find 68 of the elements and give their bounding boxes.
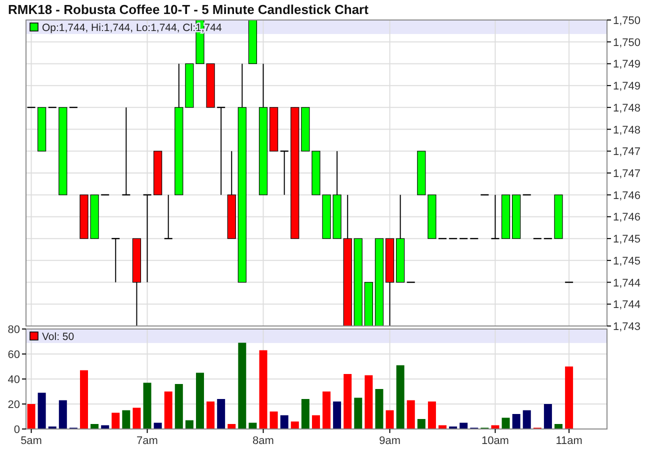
bar (344, 374, 352, 429)
bar (312, 415, 320, 429)
bar (502, 418, 510, 429)
y-tick-label: 1,750 (613, 36, 641, 49)
y-tick-label: 1,750 (613, 15, 641, 27)
bar (112, 412, 120, 429)
bar (80, 370, 88, 429)
x-tick-label: 9am (379, 435, 400, 447)
y-tick-label: 1,744 (613, 299, 641, 312)
bar (58, 400, 67, 429)
bar (238, 342, 246, 429)
y-tick-label: 1,749 (613, 80, 641, 93)
y-tick-label: 1,743 (613, 321, 641, 333)
bar (290, 422, 299, 429)
annotation: Vol: 50 (42, 331, 74, 343)
bar (217, 399, 226, 429)
bar (386, 410, 394, 429)
bar (38, 392, 46, 429)
bar (428, 402, 436, 429)
y-tick-label: 1,748 (613, 102, 641, 114)
bar (364, 375, 373, 429)
y-tick-label: 1,744 (613, 277, 641, 290)
y-tick-label: 40 (8, 374, 20, 386)
bar (132, 408, 141, 429)
bar (301, 399, 310, 429)
y-tick-label: 60 (8, 349, 20, 361)
chart-title: RMK18 - Robusta Coffee 10-T - 5 Minute Candlestick Chart (8, 2, 370, 17)
x-tick-label: 8am (252, 435, 274, 447)
bar (206, 402, 215, 429)
bar (333, 402, 342, 429)
x-tick-label: 10am (481, 435, 509, 447)
bar (270, 412, 278, 429)
bar (375, 389, 384, 429)
y-tick-label: 0 (14, 424, 20, 436)
bar (322, 392, 331, 429)
y-tick-label: 1,747 (613, 168, 641, 180)
y-tick-label: 80 (8, 324, 20, 336)
y-tick-label: 1,746 (613, 212, 641, 224)
bar (259, 350, 268, 429)
y-tick-label: 1,745 (613, 255, 641, 268)
y-tick-label: 1,746 (613, 190, 641, 202)
bar (396, 365, 404, 429)
x-tick-label: 5am (20, 435, 42, 447)
bar (174, 384, 183, 429)
bar (417, 419, 426, 429)
bar (512, 414, 520, 429)
bar (522, 410, 531, 429)
bar (554, 424, 562, 429)
bar (406, 400, 415, 429)
x-tick-label: 11am (556, 435, 582, 447)
bar (228, 424, 236, 429)
bar (354, 398, 362, 429)
bar (27, 404, 36, 429)
y-tick-label: 1,749 (613, 58, 641, 71)
bar (122, 410, 130, 429)
bar (196, 372, 204, 429)
y-tick-label: 20 (8, 399, 20, 411)
y-tick-label: 1,747 (613, 146, 641, 158)
bar (185, 420, 194, 429)
bar (143, 382, 152, 429)
bar (280, 415, 288, 429)
x-tick-label: 7am (136, 435, 158, 447)
bar (90, 424, 99, 429)
bar (164, 392, 172, 429)
bar (544, 404, 552, 429)
y-tick-label: 1,745 (613, 234, 641, 246)
bar (565, 366, 574, 429)
y-tick-label: 1,748 (613, 124, 641, 136)
